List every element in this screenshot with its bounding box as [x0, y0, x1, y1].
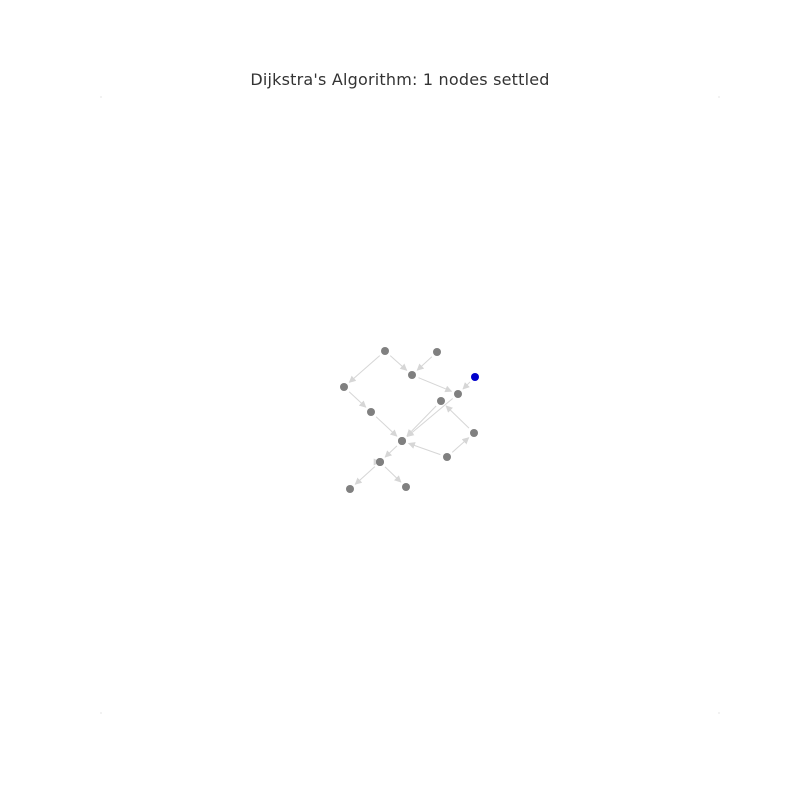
graph-node-n2: [408, 371, 416, 379]
graph-edge-n4-n2: [416, 356, 433, 371]
graph-edge-n3-n5: [348, 355, 381, 383]
graph-node-n13: [376, 458, 384, 466]
graph-edge-n9-n10: [406, 405, 437, 437]
axis-corner-mark: [718, 96, 720, 98]
settled-node-n0: [471, 373, 479, 381]
graph-edge-n8-n7: [451, 437, 470, 453]
axis-corner-mark: [100, 712, 102, 714]
graph-node-n1: [454, 390, 462, 398]
graph-edge-n0-n1: [462, 381, 471, 390]
graph-node-n3: [381, 347, 389, 355]
graph-edge-n1-n10: [406, 398, 453, 437]
axis-corner-mark: [100, 96, 102, 98]
graph-node-n14: [402, 483, 410, 491]
graph-edge-n13-n12: [354, 466, 376, 485]
graph-node-n8: [443, 453, 451, 461]
graph-edge-n8-n10: [407, 442, 441, 456]
graph-edge-n13-n14: [384, 466, 402, 483]
graph-edge-n6-n15: [375, 416, 398, 437]
graph-edge-n10-n11: [384, 445, 398, 458]
chart-title: Dijkstra's Algorithm: 1 nodes settled: [250, 70, 550, 89]
graph-node-n7: [470, 429, 478, 437]
graph-node-n12: [346, 485, 354, 493]
graph-edge-n2-n1: [418, 377, 453, 393]
graph-node-n4: [433, 348, 441, 356]
graph-node-n5: [340, 383, 348, 391]
graph-edge-n7-n9: [445, 405, 470, 429]
graph-node-n9: [437, 397, 445, 405]
edges-layer: [348, 355, 471, 485]
graph-edge-n5-n6: [348, 391, 367, 408]
axis-corner-mark: [718, 712, 720, 714]
nodes-layer: [340, 347, 479, 493]
graph-node-n15: [398, 437, 406, 445]
graph-node-n6: [367, 408, 375, 416]
graph-edge-n3-n2: [389, 355, 408, 371]
